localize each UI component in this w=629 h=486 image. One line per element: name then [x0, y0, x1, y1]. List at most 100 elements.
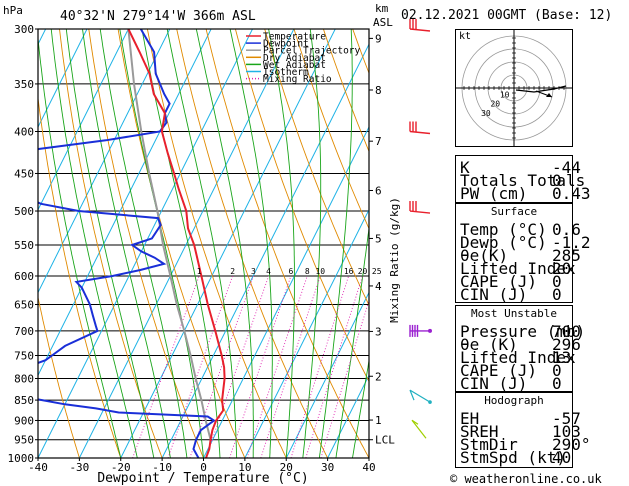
altitude-tick-label: 5	[375, 232, 382, 245]
most-unstable-index-row: Lifted Index 13	[460, 348, 576, 367]
wind-barb-shaft	[409, 210, 431, 214]
isotherm-line	[38, 29, 88, 129]
wind-barb-shaft	[409, 130, 431, 135]
isotherm-line	[203, 125, 369, 458]
most-unstable-index-key: Lifted Index	[460, 348, 576, 367]
hodograph-ring-label: 20	[490, 100, 500, 109]
hodograph-index-value: 40	[552, 448, 572, 467]
temperature-tick-label: 20	[280, 461, 293, 474]
mixing-ratio-line	[229, 275, 292, 458]
pressure-tick-label: 550	[14, 239, 34, 252]
mixing-ratio-label: 3	[251, 267, 256, 276]
dry-adiabat-line	[264, 29, 369, 307]
mixing-ratio-label: 20	[358, 267, 368, 276]
wet-adiabat-line	[229, 29, 273, 458]
surface-index-value: 0.6	[552, 220, 581, 239]
mixing-ratio-label: 10	[315, 267, 325, 276]
mixing-ratio-label: 1	[197, 267, 202, 276]
dry-adiabat-line	[117, 29, 246, 458]
most-unstable-index-key: CIN (J)	[460, 374, 528, 393]
wet-adiabat-line	[50, 29, 138, 458]
dry-adiabat-line	[587, 29, 629, 458]
isotherm-line	[244, 208, 369, 458]
dry-adiabat-line	[322, 29, 369, 153]
mixing-ratio-labels: 1 2 3 4 6 8 10 16 20 25	[197, 267, 382, 276]
pressure-tick-label: 450	[14, 167, 34, 180]
dry-adiabat-line	[205, 29, 369, 458]
index-row: PW (cm) 0.43	[460, 184, 591, 203]
most-unstable-title: Most Unstable	[470, 307, 558, 320]
hodograph-index-key: EH	[460, 409, 480, 428]
surface-index-value: 20	[552, 259, 572, 278]
temperature-tick-label: 30	[321, 461, 334, 474]
altitude-tick-label: 1	[375, 414, 382, 427]
date-time: 02.12.2021 00GMT (Base: 12)	[401, 8, 613, 23]
credit-text: © weatheronline.co.uk	[450, 472, 602, 486]
surface-index-value: -1.2	[552, 233, 591, 252]
index-row: Totals Totals 0	[460, 171, 585, 190]
dewpoint-line	[38, 29, 216, 458]
pressure-tick-label: 600	[14, 270, 34, 283]
most-unstable-index-row: CIN (J) 0	[460, 374, 568, 393]
wet-adiabat-line	[302, 29, 322, 458]
most-unstable-index-row: CAPE (J) 0	[460, 361, 568, 380]
mixing-ratio-label: 6	[288, 267, 293, 276]
mixing-ratio-line	[189, 275, 254, 458]
pressure-tick-label: 900	[14, 414, 34, 427]
pressure-tick-label: 750	[14, 349, 34, 362]
wet-adiabat-line	[195, 29, 254, 458]
wet-adiabat-line	[119, 29, 204, 458]
mixing-ratio-axis-label: Mixing Ratio (g/kg)	[388, 197, 401, 323]
most-unstable-index-value: 700	[552, 322, 581, 341]
hodograph-index-value: 290°	[552, 435, 591, 454]
surface-index-row: CAPE (J) 0	[460, 272, 568, 291]
hodograph-index-key: SREH	[460, 422, 499, 441]
wet-adiabat-line	[335, 224, 369, 458]
most-unstable-panel: Most Unstable Pressure (mb) 700 θe (K) 296 L…	[455, 305, 585, 393]
wet-adiabat-line	[318, 29, 353, 458]
wind-barb-shaft	[409, 389, 431, 403]
isotherm-line	[285, 291, 369, 458]
wind-barb-shaft	[411, 419, 427, 439]
index-value: 0	[552, 171, 562, 190]
most-unstable-index-row: θe (K) 296	[460, 335, 581, 354]
altitude-tick-label: 4	[375, 280, 382, 293]
surface-index-key: Dewp (°C)	[460, 233, 547, 252]
legend-label: Isotherm	[263, 67, 309, 78]
dry-adiabat-line	[234, 29, 369, 383]
index-value: 0.43	[552, 184, 591, 203]
surface-index-value: 0	[552, 285, 562, 304]
most-unstable-index-value: 0	[552, 374, 562, 393]
wind-barb-shaft	[409, 28, 431, 32]
pressure-tick-label: 400	[14, 126, 34, 139]
mixing-ratio-label: 4	[266, 267, 271, 276]
mixing-ratio-label: 8	[305, 267, 310, 276]
altitude-tick-label: 7	[375, 135, 382, 148]
pressure-tick-label: 1000	[8, 452, 35, 465]
wind-barb-dot	[428, 328, 432, 333]
hodograph-trace	[515, 85, 567, 93]
wet-adiabat-line	[351, 358, 369, 458]
legend-label: Mixing Ratio	[263, 74, 332, 85]
mixing-ratio-line	[246, 275, 308, 458]
storm-motion-arrowhead	[546, 93, 552, 97]
dry-adiabat-line	[146, 29, 287, 458]
hodograph-unit: kt	[459, 31, 472, 42]
hodograph-index-value: -57	[552, 409, 581, 428]
most-unstable-index-value: 13	[552, 348, 572, 367]
altitude-tick-label: 9	[375, 32, 382, 45]
temperature-tick-label: -20	[111, 461, 131, 474]
temperature-tick-label: 10	[238, 461, 251, 474]
index-key: PW (cm)	[460, 184, 528, 203]
hodograph-index-key: StmDir	[460, 435, 518, 454]
wet-adiabat-line	[65, 29, 155, 458]
surface-index-value: 285	[552, 246, 581, 265]
dry-adiabat-line	[617, 29, 629, 458]
most-unstable-index-key: Pressure (mb)	[460, 322, 586, 341]
surface-index-row: CIN (J) 0	[460, 285, 568, 304]
surface-index-row: θe(K) 285	[460, 246, 581, 265]
altitude-tick-label: LCL	[375, 434, 395, 447]
wind-barb-flag	[411, 419, 419, 425]
surface-panel: Surface Temp (°C) 0.6 Dewp (°C) -1.2 θe(K) 28…	[455, 203, 591, 304]
